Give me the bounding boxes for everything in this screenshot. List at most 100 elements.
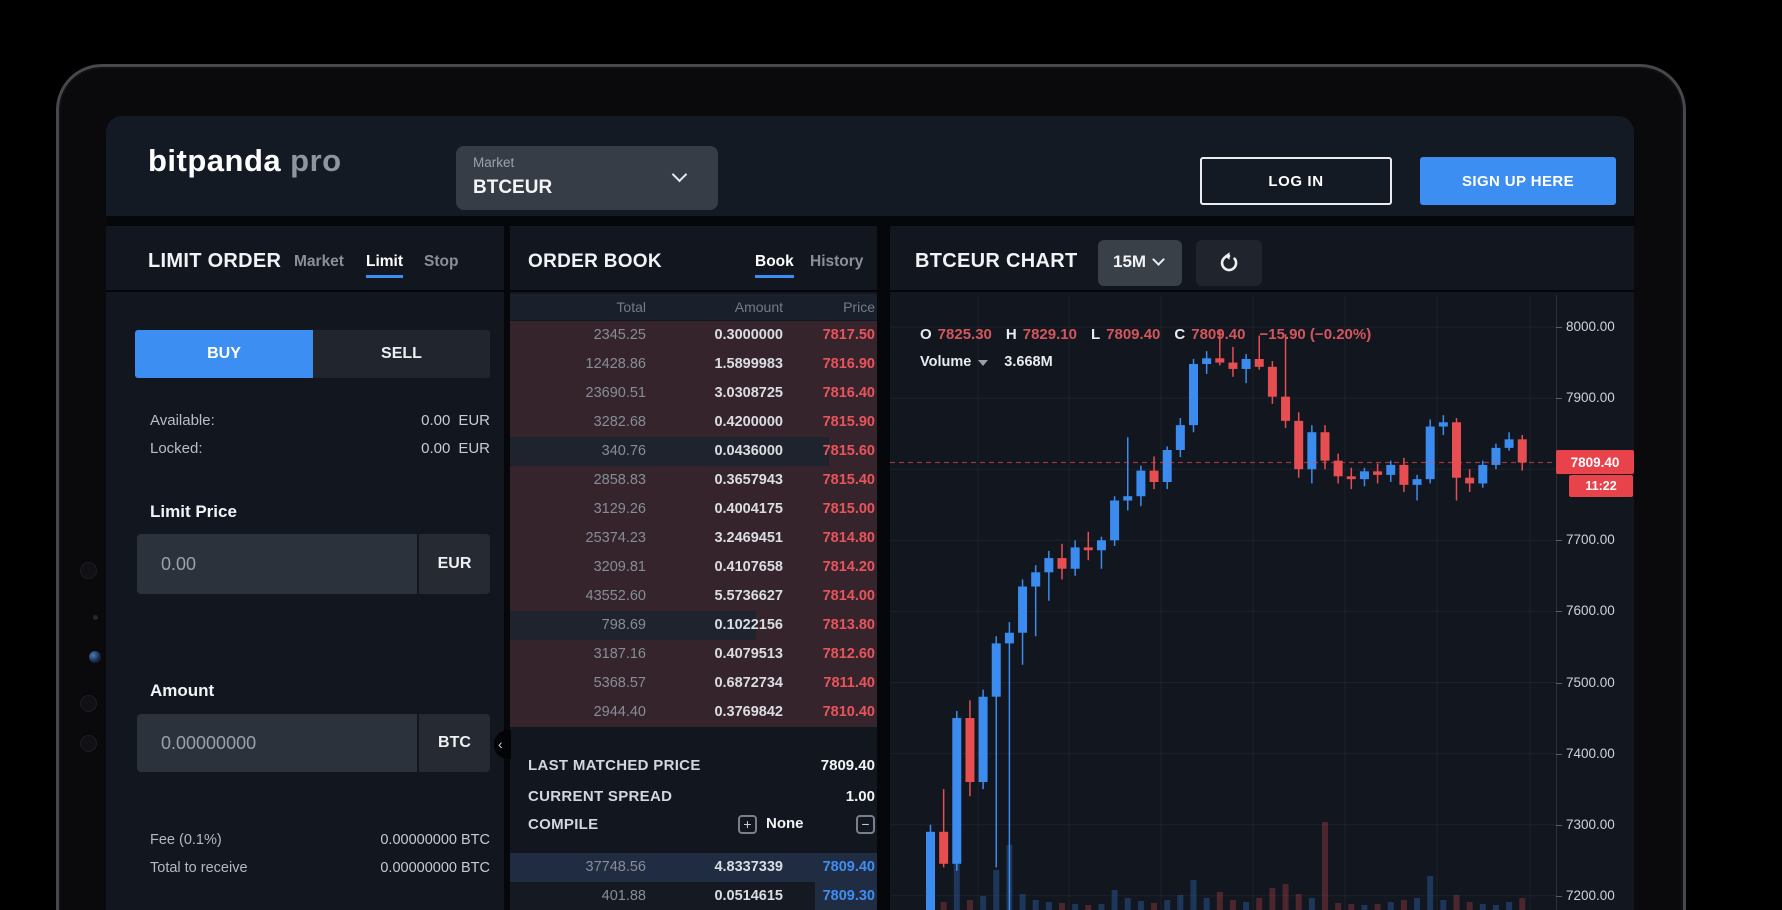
divider: [510, 290, 877, 292]
ask-row[interactable]: 2345.25 0.3000000 7817.50: [510, 321, 877, 350]
market-selector-value: BTCEUR: [473, 177, 553, 198]
ask-price: 7815.00: [822, 501, 875, 517]
ask-row[interactable]: 798.69 0.1022156 7813.80: [510, 611, 877, 640]
ask-depth-bar: [510, 582, 877, 611]
refresh-button[interactable]: [1196, 240, 1262, 286]
ask-depth-bar: [510, 553, 877, 582]
price-axis: [1556, 295, 1557, 910]
ask-total: 43552.60: [585, 588, 646, 604]
ask-depth-bar: [510, 669, 877, 698]
order-form-panel: LIMIT ORDER Market Limit Stop BUY SELL A…: [106, 226, 504, 910]
axis-tick: [1556, 753, 1562, 755]
bid-row[interactable]: 401.88 0.0514615 7809.30: [510, 882, 877, 910]
ask-row[interactable]: 23690.51 3.0308725 7816.40: [510, 379, 877, 408]
market-selector[interactable]: Market BTCEUR: [456, 146, 718, 210]
timeframe-value: 15M: [1113, 252, 1147, 271]
timeframe-selector[interactable]: 15M: [1098, 240, 1182, 286]
bids-list: 37748.56 4.8337339 7809.40 401.88 0.0514615 7…: [510, 853, 877, 910]
ask-price: 7817.50: [822, 327, 875, 343]
compile-increase-button[interactable]: +: [738, 815, 757, 834]
ask-price: 7814.00: [822, 588, 875, 604]
limit-price-label: Limit Price: [150, 502, 237, 521]
compile-decrease-button[interactable]: −: [856, 815, 875, 834]
bid-price: 7809.30: [822, 888, 875, 904]
ask-total: 5368.57: [593, 675, 646, 691]
column-total: Total: [616, 299, 646, 315]
buy-button[interactable]: BUY: [135, 330, 313, 378]
ask-row[interactable]: 3209.81 0.4107658 7814.20: [510, 553, 877, 582]
bid-row[interactable]: 37748.56 4.8337339 7809.40: [510, 853, 877, 882]
signup-button[interactable]: SIGN UP HERE: [1420, 157, 1616, 205]
last-matched-price-value: 7809.40: [820, 757, 875, 774]
ask-row[interactable]: 3187.16 0.4079513 7812.60: [510, 640, 877, 669]
amount-input-row: BTC: [137, 714, 490, 772]
bid-total: 37748.56: [585, 859, 646, 875]
tab-limit[interactable]: Limit: [366, 253, 404, 278]
front-camera: [89, 651, 101, 663]
ask-row[interactable]: 3129.26 0.4004175 7815.00: [510, 495, 877, 524]
available-currency: EUR: [458, 412, 490, 429]
ask-amount: 0.6872734: [714, 675, 783, 691]
ask-amount: 0.4107658: [714, 559, 783, 575]
axis-tick: [1556, 540, 1562, 542]
bid-price: 7809.40: [822, 859, 875, 875]
compile-label: COMPILE: [528, 816, 599, 833]
amount-input[interactable]: [137, 714, 417, 772]
current-spread-row: CURRENT SPREAD 1.00: [510, 784, 875, 810]
ask-depth-bar: [510, 698, 877, 727]
divider: [890, 290, 1634, 292]
amount-unit: BTC: [419, 714, 490, 772]
tab-market[interactable]: Market: [294, 253, 344, 270]
ask-total: 3187.16: [593, 646, 646, 662]
available-label: Available:: [150, 412, 215, 429]
change-value: −15.90 (−0.20%): [1259, 326, 1372, 343]
amount-label: Amount: [150, 681, 215, 700]
ask-amount: 1.5899983: [714, 356, 783, 372]
close-value: 7809.40: [1191, 326, 1246, 343]
ask-row[interactable]: 25374.23 3.2469451 7814.80: [510, 524, 877, 553]
ask-row[interactable]: 43552.60 5.5736627 7814.00: [510, 582, 877, 611]
ask-depth-bar: [755, 611, 877, 640]
ask-row[interactable]: 12428.86 1.5899983 7816.90: [510, 350, 877, 379]
limit-price-input[interactable]: [137, 534, 417, 594]
candlestick-chart[interactable]: [890, 295, 1634, 910]
chevron-down-icon: [1152, 253, 1165, 266]
open-value: 7825.30: [937, 326, 992, 343]
ask-depth-bar: [510, 379, 877, 408]
ask-total: 23690.51: [585, 385, 646, 401]
collapse-panel-handle[interactable]: ‹: [494, 730, 511, 759]
tab-book[interactable]: Book: [755, 253, 794, 278]
ask-row[interactable]: 2944.40 0.3769842 7810.40: [510, 698, 877, 727]
fee-row: Fee (0.1%) 0.00000000 BTC: [106, 832, 504, 852]
volume-label: Volume: [920, 354, 972, 370]
ask-depth-bar: [510, 524, 877, 553]
total-receive-value: 0.00000000 BTC: [380, 860, 490, 876]
ask-total: 25374.23: [585, 530, 646, 546]
tab-history[interactable]: History: [810, 253, 864, 270]
tab-stop[interactable]: Stop: [424, 253, 459, 270]
last-price-tag: 7809.40: [1556, 450, 1634, 474]
current-spread-label: CURRENT SPREAD: [528, 788, 673, 805]
bezel-sensor-dot: [80, 695, 97, 712]
ask-amount: 0.4004175: [714, 501, 783, 517]
sell-button[interactable]: SELL: [313, 330, 490, 378]
ohlc-legend: O 7825.30 H 7829.10 L 7809.40 C 7809.40 −15.90 (…: [920, 326, 1371, 343]
order-form-title: LIMIT ORDER: [148, 250, 282, 272]
open-label: O: [920, 326, 932, 343]
ask-row[interactable]: 5368.57 0.6872734 7811.40: [510, 669, 877, 698]
side-toggle: BUY SELL: [135, 330, 490, 378]
ask-price: 7815.40: [822, 472, 875, 488]
ask-row[interactable]: 3282.68 0.4200000 7815.90: [510, 408, 877, 437]
logo-primary: bitpanda: [148, 143, 282, 178]
bezel-sensor-dot: [80, 735, 97, 752]
order-book-title: ORDER BOOK: [528, 251, 662, 272]
login-button[interactable]: LOG IN: [1200, 157, 1392, 205]
ask-price: 7815.60: [822, 443, 875, 459]
ask-row[interactable]: 2858.83 0.3657943 7815.40: [510, 466, 877, 495]
axis-tick-label: 7900.00: [1566, 390, 1615, 406]
low-value: 7809.40: [1106, 326, 1161, 343]
app-logo: bitpanda pro: [148, 143, 342, 179]
ask-row[interactable]: 340.76 0.0436000 7815.60: [510, 437, 877, 466]
axis-tick-label: 7500.00: [1566, 674, 1615, 690]
